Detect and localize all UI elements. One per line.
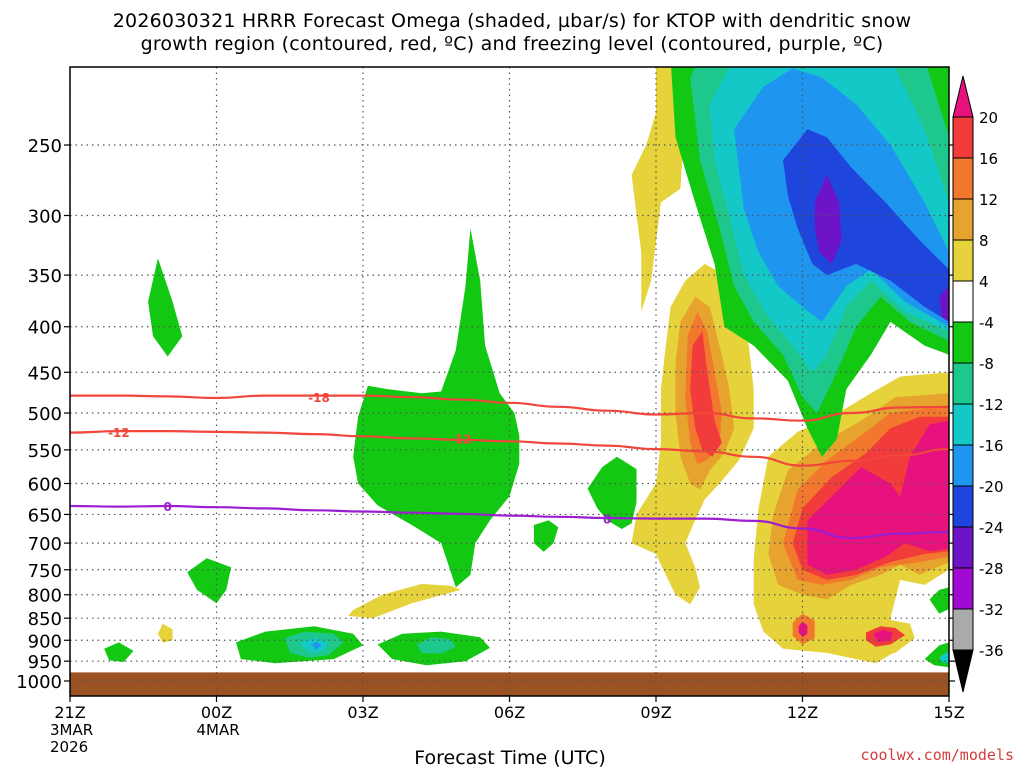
colorbar-label-7: -12: [979, 396, 1004, 414]
omega-region-c-right-bottom: [939, 650, 949, 664]
contour-label-1: -12: [108, 426, 130, 440]
omega-region-y-small-left: [157, 623, 173, 643]
colorbar-swatch-9: [952, 485, 974, 528]
colorbar-label-6: -8: [979, 355, 994, 373]
ytick-label-1000: 1000: [16, 672, 62, 693]
omega-region-r-main-right: [690, 331, 722, 457]
colorbar-swatch-12: [952, 608, 974, 651]
chart-title-line1: 2026030321 HRRR Forecast Omega (shaded, …: [112, 10, 912, 32]
ytick-label-450: 450: [28, 363, 62, 384]
colorbar-label-1: 16: [979, 150, 998, 168]
colorbar-bottom-arrow: [952, 649, 974, 693]
omega-shading: [104, 67, 949, 668]
omega-region-upper-p: [814, 174, 842, 264]
x-axis-label: Forecast Time (UTC): [414, 747, 605, 768]
colorbar-label-4: 4: [979, 273, 989, 291]
xtick-label-12Z: 12Z: [787, 703, 818, 722]
omega-region-b-low-mid: [311, 641, 322, 650]
contour-freezing-level: [70, 504, 949, 540]
ytick-label-600: 600: [28, 474, 62, 495]
ytick-label-800: 800: [28, 586, 62, 607]
colorbar-label-9: -20: [979, 478, 1004, 496]
omega-region-p-low-right: [807, 420, 949, 575]
omega-region-y-top-right: [631, 67, 686, 312]
xtick-sublabel-00Z: 4MAR: [197, 721, 240, 739]
ytick-label-400: 400: [28, 318, 62, 339]
contour-label-4: 0: [603, 513, 611, 527]
omega-region-g-small-center: [533, 520, 559, 552]
colorbar-swatch-4: [952, 280, 974, 323]
xtick-label-09Z: 09Z: [640, 703, 671, 722]
ytick-label-250: 250: [28, 136, 62, 157]
omega-region-y-low-center: [348, 583, 461, 619]
contours: -18 -12 -12 0 0: [70, 391, 949, 540]
omega-region-g-right-edge: [929, 587, 949, 614]
omega-region-g-small-right: [587, 456, 637, 529]
ytick-label-350: 350: [28, 266, 62, 287]
gridlines: [70, 67, 949, 696]
colorbar-label-12: -32: [979, 601, 1004, 619]
ytick-label-750: 750: [28, 561, 62, 582]
colorbar-swatch-10: [952, 526, 974, 569]
ytick-label-300: 300: [28, 206, 62, 227]
colorbar-swatch-8: [952, 444, 974, 487]
xtick-label-06Z: 06Z: [494, 703, 525, 722]
contour-dgz-upper: [70, 394, 949, 422]
ytick-label-650: 650: [28, 505, 62, 526]
omega-region-g-low-left: [104, 642, 134, 662]
colorbar-label-0: 20: [979, 109, 998, 127]
xtick-label-00Z: 00Z: [201, 703, 232, 722]
xtick-label-21Z: 21Z: [54, 703, 85, 722]
xtick-label-03Z: 03Z: [347, 703, 378, 722]
colorbar-label-8: -16: [979, 437, 1004, 455]
ytick-label-850: 850: [28, 609, 62, 630]
xtick-sublabel-21Z: 3MAR: [50, 721, 93, 739]
colorbar-label-10: -24: [979, 519, 1004, 537]
source-link[interactable]: coolwx.com/models: [860, 746, 1014, 764]
colorbar-swatch-6: [952, 362, 974, 405]
y-axis-ticks: 2503003504004505005506006507007508008509…: [16, 136, 955, 693]
colorbar-swatch-0: [952, 116, 974, 159]
colorbar-swatch-3: [952, 239, 974, 282]
colorbar-swatch-1: [952, 157, 974, 200]
omega-region-g-mid-left: [187, 558, 232, 604]
xtick-label-15Z: 15Z: [933, 703, 964, 722]
contour-dgz-lower: [70, 430, 949, 467]
colorbar-top-arrow: [952, 75, 974, 118]
chart-title-line2: growth region (contoured, red, ºC) and f…: [140, 33, 884, 55]
colorbar-swatch-5: [952, 321, 974, 364]
contour-label-0: -18: [308, 391, 330, 405]
colorbar-label-5: -4: [979, 314, 994, 332]
ytick-label-700: 700: [28, 534, 62, 555]
colorbar-swatch-2: [952, 198, 974, 241]
omega-region-upper-p2: [939, 286, 949, 322]
colorbar-label-13: -36: [979, 642, 1004, 660]
colorbar-label-2: 12: [979, 191, 998, 209]
colorbar: 20 16 12 8 4 -4 -8 -12 -16 -20 -24 -28 -32 -36: [952, 75, 1004, 693]
xtick-year-21Z: 2026: [50, 738, 88, 756]
contour-label-2: -12: [450, 432, 472, 446]
omega-region-g-main-center: [353, 228, 520, 588]
colorbar-label-3: 8: [979, 232, 989, 250]
ytick-label-550: 550: [28, 441, 62, 462]
colorbar-label-11: -28: [979, 560, 1004, 578]
omega-region-g-upper-left: [148, 258, 183, 357]
omega-region-p-low-spot2: [873, 629, 893, 643]
ytick-label-950: 950: [28, 652, 62, 673]
colorbar-swatch-7: [952, 403, 974, 446]
omega-region-t-low-center: [416, 637, 456, 654]
omega-region-upper-n: [783, 129, 949, 322]
ytick-label-500: 500: [28, 404, 62, 425]
colorbar-swatch-11: [952, 567, 974, 610]
ytick-label-900: 900: [28, 631, 62, 652]
contour-label-3: 0: [163, 500, 171, 514]
